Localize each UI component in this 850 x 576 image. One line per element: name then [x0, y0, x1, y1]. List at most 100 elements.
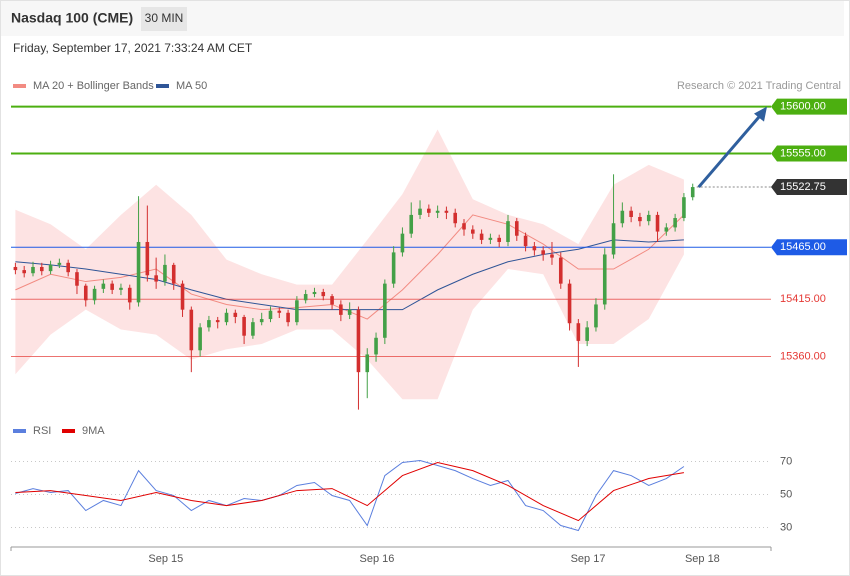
level-tag	[771, 145, 847, 162]
level-label: 15415.00	[780, 293, 826, 305]
level-tag	[771, 98, 847, 115]
candle-body	[585, 327, 589, 341]
candle-body	[620, 210, 625, 224]
candle-body	[277, 310, 282, 313]
candle-body	[48, 264, 53, 272]
bollinger-band	[15, 129, 684, 400]
candle-body	[576, 323, 581, 341]
legend-swatch	[13, 429, 26, 433]
y-tick-label: 70	[780, 455, 792, 467]
candle-body	[444, 210, 449, 213]
candle-body	[646, 214, 651, 222]
candle-body	[471, 229, 475, 234]
candle-body	[101, 283, 106, 289]
candle-body	[83, 285, 88, 301]
candle-body	[506, 221, 510, 242]
chart-title: Nasdaq 100 (CME)	[11, 10, 133, 26]
candle-body	[330, 296, 334, 305]
candle-body	[39, 266, 44, 272]
level-tag	[771, 179, 847, 196]
candle-body	[13, 266, 18, 271]
candle-body	[523, 235, 528, 247]
legend-label: 9MA	[82, 425, 105, 437]
y-tick-label: 50	[780, 488, 792, 500]
indicator-line	[15, 460, 685, 532]
level-label: 15522.75	[780, 181, 826, 193]
candle-body	[251, 322, 255, 336]
candle-body	[488, 237, 493, 240]
timeframe: 30 MIN	[145, 11, 184, 25]
candle-body	[374, 337, 378, 355]
candle-body	[198, 327, 202, 351]
candle-body	[664, 227, 669, 232]
candle-body	[180, 283, 185, 310]
candle-body	[207, 320, 211, 328]
legend-swatch	[62, 429, 75, 433]
candle-body	[453, 212, 458, 224]
candle-body	[31, 266, 35, 274]
level-label: 15360.00	[780, 350, 826, 362]
candle-body	[110, 283, 114, 290]
candle-body	[655, 214, 660, 232]
candle-body	[418, 208, 422, 215]
candle-body	[312, 291, 317, 295]
candle-body	[268, 310, 273, 320]
legend-label: MA 20 + Bollinger Bands	[33, 80, 154, 92]
candle-body	[532, 246, 537, 251]
candle-body	[22, 270, 26, 274]
timeframe-box	[141, 7, 187, 31]
candle-body	[558, 257, 563, 284]
candle-body	[75, 272, 79, 286]
x-tick-label: Sep 15	[148, 553, 183, 565]
legend-swatch	[156, 84, 169, 88]
x-tick-label: Sep 18	[685, 553, 720, 565]
candle-body	[541, 250, 545, 255]
candle-body	[92, 288, 97, 301]
candle-body	[400, 233, 405, 253]
candle-body	[690, 187, 695, 198]
y-tick-label: 30	[780, 521, 792, 533]
candle-body	[427, 208, 431, 213]
candle-body	[295, 300, 299, 323]
source: Research © 2021 Trading Central	[677, 80, 841, 92]
candle-body	[682, 197, 686, 219]
candle-body	[391, 252, 396, 284]
candle-body	[602, 254, 607, 305]
indicator-line	[15, 462, 684, 522]
candle-body	[215, 320, 220, 323]
projection-arrow	[697, 113, 763, 189]
candle-body	[286, 312, 290, 323]
level-label: 15555.00	[780, 147, 826, 159]
candle-body	[171, 264, 176, 284]
candle-body	[136, 241, 141, 303]
candle-body	[629, 210, 633, 217]
candle-body	[514, 221, 519, 236]
candle-body	[119, 287, 123, 290]
candle-body	[224, 312, 229, 323]
candle-body	[567, 283, 572, 324]
candle-body	[611, 223, 616, 255]
candle-body	[66, 262, 70, 273]
candle-body	[365, 354, 370, 373]
legend-swatch	[13, 84, 26, 88]
candle-body	[347, 309, 352, 315]
legend-label: RSI	[33, 425, 51, 437]
candle-body	[303, 294, 308, 301]
candle-body	[673, 218, 677, 228]
candle-body	[638, 216, 642, 222]
candle-body	[163, 264, 167, 282]
candle-body	[409, 214, 414, 234]
level-label: 15600.00	[780, 101, 826, 113]
legend-label: MA 50	[176, 80, 207, 92]
timestamp: Friday, September 17, 2021 7:33:24 AM CE…	[13, 41, 253, 55]
candle-body	[550, 254, 554, 258]
candle-body	[339, 304, 343, 315]
candle-body	[462, 223, 466, 230]
x-tick-label: Sep 16	[359, 553, 394, 565]
candle-body	[497, 237, 501, 242]
candle-body	[145, 241, 150, 276]
candle-body	[242, 316, 246, 336]
x-tick-label: Sep 17	[571, 553, 606, 565]
arrow-head	[754, 106, 767, 122]
